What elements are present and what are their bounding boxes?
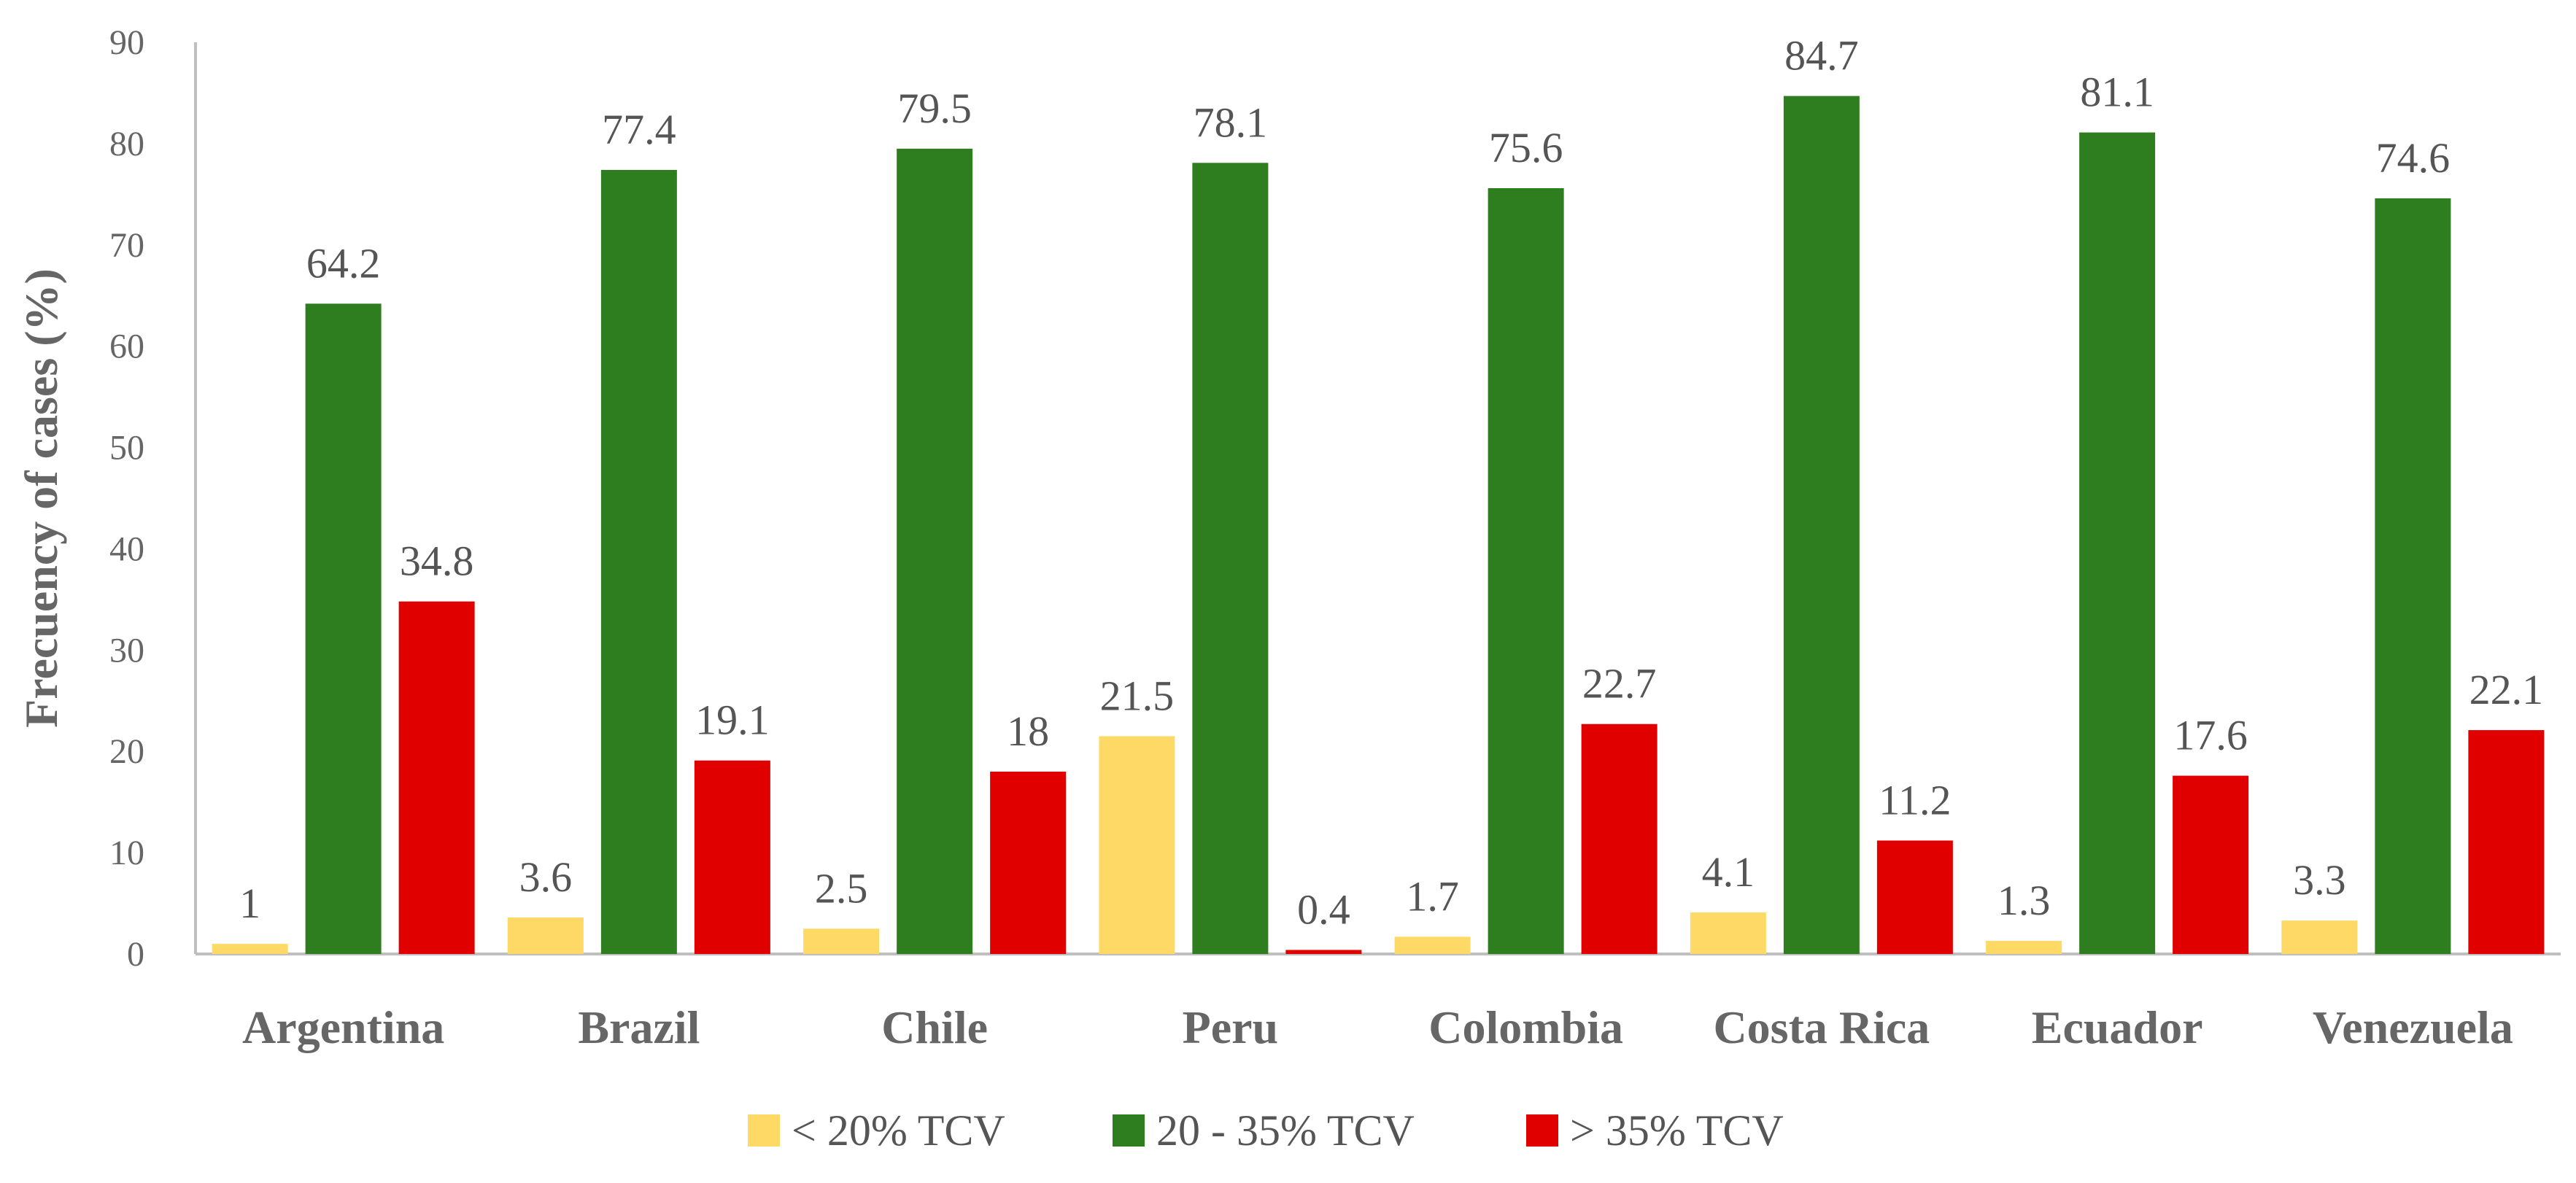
legend-swatch — [1526, 1114, 1558, 1147]
data-label: 64.2 — [306, 239, 381, 287]
bar — [2079, 132, 2156, 955]
data-label: 79.5 — [897, 85, 972, 132]
legend-swatch — [748, 1114, 780, 1147]
bar — [1986, 940, 2062, 954]
bar — [1285, 950, 1362, 954]
data-label: 3.6 — [519, 853, 573, 901]
y-axis: 0 10 20 30 40 50 60 70 80 90 — [109, 23, 197, 974]
data-label: 1.3 — [1997, 877, 2051, 924]
x-tick-label: Ecuador — [2032, 1001, 2203, 1053]
data-label: 77.4 — [602, 106, 676, 153]
x-tick-label: Argentina — [242, 1001, 444, 1053]
data-label: 3.3 — [2293, 856, 2346, 904]
data-label: 1 — [239, 880, 260, 927]
data-label: 22.7 — [1582, 660, 1657, 707]
data-label: 81.1 — [2080, 69, 2154, 116]
data-label: 19.1 — [695, 697, 770, 744]
x-tick-label: Colombia — [1428, 1001, 1623, 1053]
bar — [1783, 96, 1860, 955]
bar — [507, 918, 584, 954]
x-axis: Argentina Brazil Chile Peru Colombia Costa Ri… — [196, 953, 2561, 1053]
x-tick-label: Costa Rica — [1713, 1001, 1930, 1053]
bar — [1394, 936, 1471, 954]
data-labels: 1 64.2 34.8 3.6 77.4 19.1 2.5 79.5 18 21.5 78.1 0.4… — [239, 32, 2543, 934]
legend-swatch — [1113, 1114, 1145, 1147]
bar — [2375, 198, 2451, 954]
data-label: 84.7 — [1784, 32, 1859, 79]
bar — [212, 944, 288, 954]
bar — [1099, 736, 1175, 954]
y-tick-label: 50 — [109, 429, 144, 468]
x-tick-label: Peru — [1183, 1001, 1279, 1053]
y-tick-label: 10 — [109, 834, 144, 872]
data-label: 34.8 — [400, 538, 474, 585]
y-tick-label: 90 — [109, 23, 144, 62]
legend-label: < 20% TCV — [792, 1106, 1005, 1155]
y-tick-label: 0 — [127, 935, 144, 974]
x-tick-label: Venezuela — [2313, 1001, 2513, 1053]
data-label: 2.5 — [815, 864, 868, 912]
legend-label: 20 - 35% TCV — [1156, 1106, 1415, 1155]
bar — [398, 601, 475, 954]
bar — [600, 170, 677, 954]
x-tick-label: Chile — [881, 1001, 988, 1053]
data-label: 22.1 — [2469, 666, 2544, 713]
data-label: 11.2 — [1879, 776, 1951, 823]
x-tick-label: Brazil — [578, 1001, 700, 1053]
data-label: 21.5 — [1100, 672, 1175, 719]
bar — [1581, 724, 1658, 954]
y-tick-label: 80 — [109, 125, 144, 163]
bar — [990, 772, 1067, 954]
bar — [694, 760, 770, 954]
bars — [212, 96, 2545, 955]
bar — [2468, 730, 2545, 954]
y-tick-label: 60 — [109, 327, 144, 366]
data-label: 1.7 — [1406, 872, 1459, 920]
bar — [2173, 775, 2249, 954]
data-label: 74.6 — [2376, 134, 2451, 182]
data-label: 4.1 — [1702, 848, 1755, 896]
data-label: 78.1 — [1194, 98, 1268, 146]
bar — [1690, 912, 1766, 954]
bar — [1488, 188, 1564, 954]
bar — [1876, 840, 1953, 954]
y-tick-label: 20 — [109, 732, 144, 771]
bar — [803, 928, 880, 954]
y-tick-label: 70 — [109, 226, 144, 265]
data-label: 18 — [1007, 707, 1049, 755]
data-label: 0.4 — [1297, 885, 1350, 933]
legend-label: > 35% TCV — [1570, 1106, 1784, 1155]
data-label: 75.6 — [1489, 124, 1563, 171]
bar — [305, 303, 382, 954]
legend: < 20% TCV 20 - 35% TCV > 35% TCV — [748, 1106, 1784, 1155]
bar — [1192, 163, 1269, 954]
y-axis-title: Frecuency of cases (%) — [15, 268, 67, 728]
y-tick-label: 40 — [109, 530, 144, 568]
bar — [897, 148, 973, 954]
data-label: 17.6 — [2173, 712, 2248, 759]
bar — [2281, 920, 2358, 954]
y-tick-label: 30 — [109, 631, 144, 670]
